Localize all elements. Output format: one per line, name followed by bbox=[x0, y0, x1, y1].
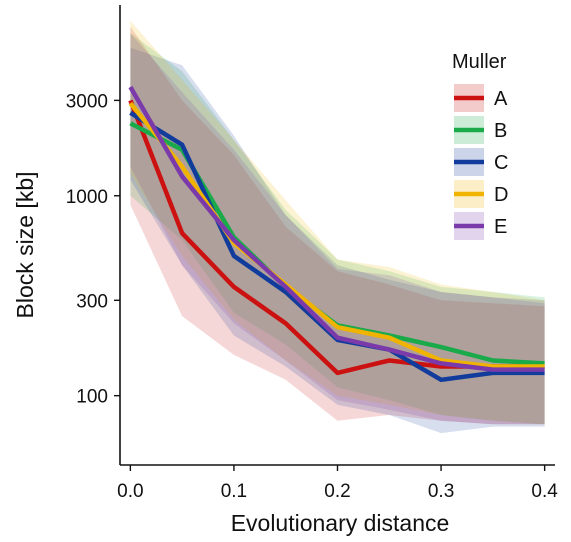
band-a bbox=[130, 26, 545, 425]
line-e bbox=[128, 85, 545, 372]
line-d bbox=[128, 101, 545, 369]
legend-label-c: C bbox=[494, 152, 508, 174]
x-ticks: 0.0 0.1 0.2 0.3 0.4 bbox=[117, 465, 558, 502]
x-tick-label: 0.2 bbox=[324, 481, 350, 502]
legend-title: Muller bbox=[452, 51, 507, 73]
x-axis-title: Evolutionary distance bbox=[231, 510, 450, 536]
band-d bbox=[130, 20, 545, 425]
x-tick-label: 0.4 bbox=[531, 481, 558, 502]
x-tick-label: 0.1 bbox=[221, 481, 247, 502]
x-tick-label: 0.0 bbox=[117, 481, 143, 502]
y-tick-label: 1000 bbox=[66, 187, 108, 208]
y-tick-label: 100 bbox=[76, 387, 108, 408]
band-e bbox=[130, 33, 545, 425]
band-b bbox=[130, 33, 545, 425]
y-axis-title: Block size [kb] bbox=[12, 172, 38, 319]
y-tick-label: 300 bbox=[76, 291, 108, 312]
y-ticks: 100 300 1000 3000 bbox=[66, 91, 120, 408]
legend-label-e: E bbox=[494, 216, 507, 238]
legend-label-b: B bbox=[494, 120, 507, 142]
legend-label-a: A bbox=[494, 88, 508, 110]
y-tick-label: 3000 bbox=[66, 91, 108, 112]
band-c bbox=[130, 47, 545, 434]
bands-layer bbox=[130, 20, 545, 434]
lines-layer bbox=[128, 85, 545, 383]
legend-label-d: D bbox=[494, 184, 508, 206]
x-tick-label: 0.3 bbox=[428, 481, 454, 502]
